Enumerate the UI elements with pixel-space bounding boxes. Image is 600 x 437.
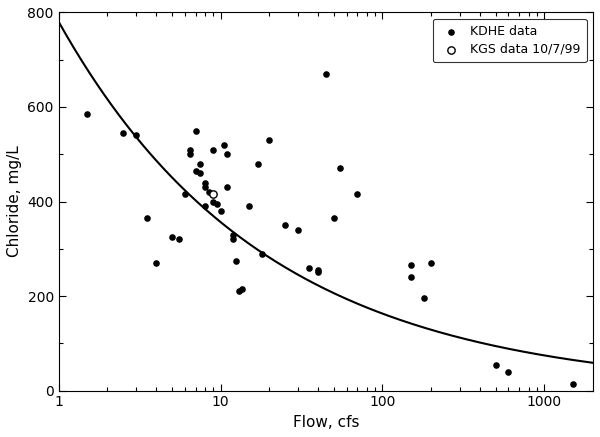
KDHE data (329, 215, 338, 222)
Legend: KDHE data, KGS data 10/7/99: KDHE data, KGS data 10/7/99 (433, 19, 587, 62)
KDHE data (427, 260, 436, 267)
KDHE data (223, 151, 232, 158)
KDHE data (244, 203, 254, 210)
KDHE data (174, 236, 184, 243)
KDHE data (335, 165, 345, 172)
KDHE data (208, 198, 218, 205)
KDHE data (313, 269, 323, 276)
X-axis label: Flow, cfs: Flow, cfs (293, 415, 359, 430)
KDHE data (293, 226, 302, 233)
KDHE data (503, 368, 513, 375)
KDHE data (257, 250, 267, 257)
KDHE data (200, 179, 210, 186)
KDHE data (229, 236, 238, 243)
KDHE data (196, 170, 205, 177)
KDHE data (253, 160, 263, 167)
KDHE data (216, 208, 226, 215)
KDHE data (406, 274, 416, 281)
KDHE data (185, 151, 195, 158)
KDHE data (219, 141, 229, 148)
KDHE data (419, 295, 428, 302)
KDHE data (200, 203, 210, 210)
KDHE data (313, 267, 323, 274)
KDHE data (223, 184, 232, 191)
KDHE data (568, 380, 578, 387)
KDHE data (191, 167, 200, 174)
KDHE data (304, 264, 313, 271)
KDHE data (142, 215, 152, 222)
KDHE data (200, 184, 210, 191)
KDHE data (180, 191, 190, 198)
KDHE data (205, 189, 214, 196)
KDHE data (151, 260, 161, 267)
KDHE data (131, 132, 141, 139)
KDHE data (167, 233, 176, 240)
KGS data 10/7/99 (208, 191, 218, 198)
KDHE data (353, 191, 362, 198)
KDHE data (208, 146, 218, 153)
KDHE data (118, 129, 128, 136)
KDHE data (191, 127, 200, 134)
KDHE data (82, 111, 92, 118)
KDHE data (322, 70, 331, 77)
Y-axis label: Chloride, mg/L: Chloride, mg/L (7, 146, 22, 257)
KDHE data (406, 262, 416, 269)
KDHE data (234, 288, 244, 295)
KDHE data (196, 160, 205, 167)
KDHE data (212, 201, 222, 208)
KDHE data (232, 257, 241, 264)
KDHE data (491, 361, 500, 368)
KDHE data (185, 146, 195, 153)
KDHE data (229, 231, 238, 238)
KDHE data (265, 137, 274, 144)
KDHE data (237, 285, 247, 292)
KDHE data (280, 222, 290, 229)
